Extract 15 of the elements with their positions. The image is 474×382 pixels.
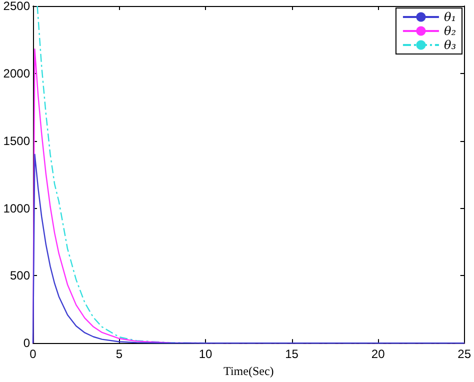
y-tick-label: 1500 xyxy=(3,134,30,148)
x-tick-label: 25 xyxy=(458,347,472,362)
x-axis-title: Time(Sec) xyxy=(224,364,274,378)
y-tick-label: 2500 xyxy=(3,0,30,13)
y-tick-label: 0 xyxy=(23,336,30,350)
legend-label: θ₂ xyxy=(444,24,456,38)
y-tick-label: 500 xyxy=(10,268,30,283)
y-tick-label: 2000 xyxy=(3,66,30,80)
x-tick-label: 10 xyxy=(198,347,213,362)
x-tick-label: 5 xyxy=(116,347,123,362)
legend-label: θ₁ xyxy=(444,10,456,24)
x-tick-label: 15 xyxy=(285,347,299,362)
y-tick-label: 1000 xyxy=(3,201,30,216)
x-tick-label: 20 xyxy=(371,347,386,362)
legend-label: θ₃ xyxy=(444,38,456,52)
